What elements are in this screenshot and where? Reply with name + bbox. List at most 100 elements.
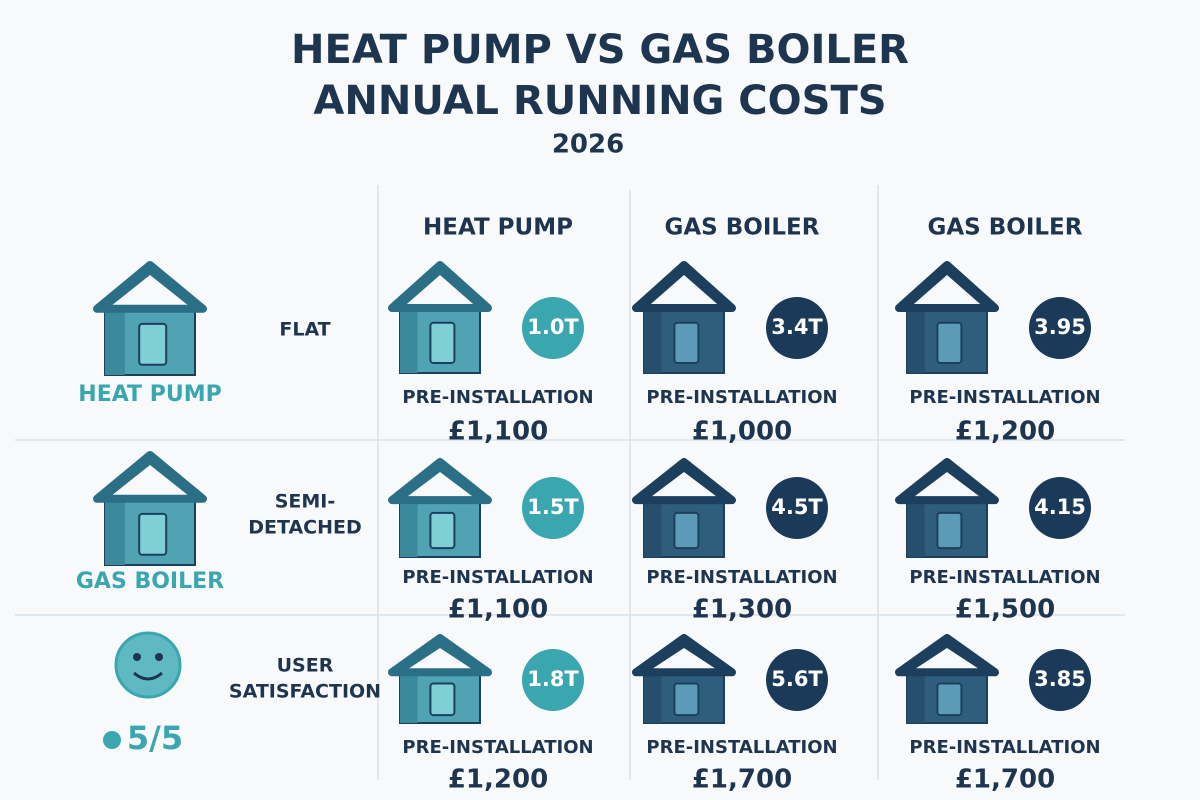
badge <box>1029 649 1091 711</box>
side-caption: 5/5 <box>127 719 183 757</box>
house-icon <box>388 634 492 724</box>
house-door <box>138 512 168 556</box>
house-side <box>400 306 418 373</box>
smiley-eye <box>133 653 141 661</box>
house-icon <box>93 261 207 376</box>
badge <box>1029 297 1091 359</box>
badge-value: 5.6T <box>771 667 823 691</box>
badge-value: 1.0T <box>527 315 579 339</box>
house-side <box>644 306 662 373</box>
side-caption: GAS BOILER <box>76 569 224 594</box>
house-roof <box>93 261 207 313</box>
cell-price: £1,200 <box>955 417 1055 447</box>
badge-value: 3.85 <box>1034 667 1086 691</box>
badge-value: 1.8T <box>527 667 579 691</box>
house-side <box>644 670 662 723</box>
house-door <box>936 682 963 717</box>
column-header: HEAT PUMP <box>423 215 573 241</box>
row-label: SATISFACTION <box>229 681 381 703</box>
badge <box>1029 477 1091 539</box>
house-roof <box>388 458 492 505</box>
house-icon <box>388 261 492 375</box>
cell-caption: PRE-INSTALLATION <box>909 567 1100 588</box>
title: HEAT PUMP VS GAS BOILER <box>291 27 909 73</box>
row-label: SEMI- <box>275 491 336 513</box>
row-label: USER <box>277 655 334 677</box>
cell-caption: PRE-INSTALLATION <box>646 567 837 588</box>
house-side <box>907 498 925 557</box>
house-door <box>673 321 700 364</box>
house-roof <box>388 261 492 313</box>
house-door <box>429 682 456 717</box>
smiley-icon <box>114 631 182 699</box>
smiley-eye <box>155 653 163 661</box>
badge <box>766 649 828 711</box>
column-header: GAS BOILER <box>928 215 1083 241</box>
house-door <box>936 321 963 364</box>
cell-caption: PRE-INSTALLATION <box>402 567 593 588</box>
house-roof <box>632 458 736 505</box>
cell-price: £1,200 <box>448 765 548 795</box>
house-icon <box>632 261 736 375</box>
cell-price: £1,000 <box>692 417 792 447</box>
house-side <box>644 498 662 557</box>
row-label: FLAT <box>279 319 330 341</box>
side-caption: HEAT PUMP <box>78 382 221 407</box>
house-icon <box>895 458 999 559</box>
subtitle: 2026 <box>552 130 624 160</box>
badge <box>766 477 828 539</box>
cell-caption: PRE-INSTALLATION <box>646 387 837 408</box>
house-roof <box>93 451 207 503</box>
badge <box>766 297 828 359</box>
cell-price: £1,100 <box>448 595 548 625</box>
badge-value: 3.4T <box>771 315 823 339</box>
cell-caption: PRE-INSTALLATION <box>909 387 1100 408</box>
cell-caption: PRE-INSTALLATION <box>646 737 837 758</box>
house-icon <box>632 634 736 724</box>
house-icon <box>93 451 207 566</box>
cell-caption: PRE-INSTALLATION <box>402 737 593 758</box>
row-label: DETACHED <box>248 517 362 539</box>
house-side <box>400 670 418 723</box>
house-door <box>673 511 700 550</box>
badge <box>522 649 584 711</box>
house-door <box>429 321 456 364</box>
grid-lines <box>15 185 1125 780</box>
house-roof <box>895 458 999 505</box>
cell-price: £1,300 <box>692 595 792 625</box>
cell-caption: PRE-INSTALLATION <box>402 387 593 408</box>
house-roof <box>632 634 736 677</box>
badge-value: 4.5T <box>771 495 823 519</box>
house-icon <box>388 458 492 559</box>
house-door <box>673 682 700 717</box>
cell-price: £1,100 <box>448 417 548 447</box>
smiley-face <box>114 631 182 699</box>
house-roof <box>895 634 999 677</box>
house-roof <box>895 261 999 313</box>
cell-caption: PRE-INSTALLATION <box>909 737 1100 758</box>
house-icon <box>895 634 999 724</box>
cell-price: £1,500 <box>955 595 1055 625</box>
house-roof <box>388 634 492 677</box>
house-door <box>138 322 168 366</box>
badge <box>522 477 584 539</box>
smiley-mouth <box>133 671 163 681</box>
badge-value: 3.95 <box>1034 315 1086 339</box>
house-icon <box>895 261 999 375</box>
title: ANNUAL RUNNING COSTS <box>313 78 886 124</box>
house-side <box>105 306 125 375</box>
cell-price: £1,700 <box>692 765 792 795</box>
house-icon <box>632 458 736 559</box>
column-header: GAS BOILER <box>665 215 820 241</box>
house-side <box>400 498 418 557</box>
house-side <box>105 496 125 565</box>
house-door <box>429 511 456 550</box>
badge-value: 1.5T <box>527 495 579 519</box>
badge <box>522 297 584 359</box>
badge-value: 4.15 <box>1034 495 1086 519</box>
house-side <box>907 670 925 723</box>
cell-price: £1,700 <box>955 765 1055 795</box>
house-roof <box>632 261 736 313</box>
